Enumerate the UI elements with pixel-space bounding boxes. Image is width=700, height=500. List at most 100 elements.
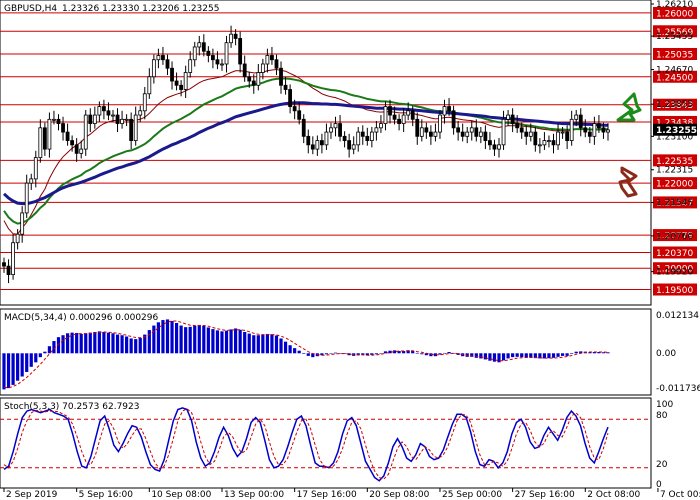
candle-body <box>469 127 474 133</box>
price-tick-label: 1.23855 <box>656 100 693 110</box>
price-level-tag <box>653 262 697 275</box>
candle-body <box>510 114 515 124</box>
macd-bar <box>152 325 156 354</box>
macd-bar <box>261 334 265 354</box>
candle-body <box>88 114 93 124</box>
candle-body <box>215 59 220 65</box>
price-level-tag <box>653 98 697 111</box>
candle-body <box>224 42 229 65</box>
macd-bar <box>211 329 215 354</box>
price-level-tag <box>653 154 697 167</box>
macd-bar <box>184 327 188 354</box>
macd-bar <box>542 353 547 359</box>
macd-bar <box>43 351 47 354</box>
candle-body <box>174 80 179 86</box>
candle-body <box>265 55 270 65</box>
price-tick-label: 1.22315 <box>656 166 693 176</box>
macd-bar <box>79 333 83 354</box>
ohlc-readout: 1.23326 1.23330 1.23206 1.23255 <box>62 4 219 14</box>
macd-bar <box>70 332 74 354</box>
macd-axis-bottom: -0.011736 <box>656 384 700 394</box>
time-tick-label: 5 Sep 16:00 <box>79 490 134 500</box>
macd-bar <box>501 353 506 361</box>
macd-bar <box>338 353 342 354</box>
candle-body <box>347 140 352 150</box>
candle-body <box>124 118 129 121</box>
candle-body <box>6 265 11 276</box>
candle-body <box>497 144 501 150</box>
candle-body <box>383 106 388 124</box>
macd-bar <box>497 353 501 363</box>
macd-bar <box>374 353 378 355</box>
candle-body <box>79 148 84 154</box>
macd-bar <box>438 353 442 355</box>
time-tick-label: 17 Sep 16:00 <box>297 490 357 500</box>
candle-body <box>519 127 524 133</box>
candle-body <box>483 131 488 141</box>
macd-bar <box>34 353 38 363</box>
candle-body <box>292 106 297 112</box>
candle-body <box>20 212 25 235</box>
macd-bar <box>229 329 233 354</box>
candle-body <box>492 144 497 150</box>
macd-bar <box>161 320 165 354</box>
candle-body <box>560 131 565 134</box>
time-tick-label: 27 Sep 16:00 <box>515 490 575 500</box>
candle-body <box>415 118 420 137</box>
macd-bar <box>565 353 569 356</box>
macd-bar <box>515 353 519 357</box>
candle-body <box>38 127 43 159</box>
candle-body <box>324 131 329 146</box>
candle-body <box>478 131 483 137</box>
macd-bar <box>506 353 510 359</box>
macd-bar <box>283 341 288 354</box>
macd-bar <box>411 351 415 354</box>
candle-body <box>406 110 411 116</box>
macd-bar <box>333 352 338 354</box>
macd-bar <box>147 330 151 354</box>
candle-body <box>451 110 456 129</box>
macd-bar <box>520 353 524 358</box>
candle-body <box>129 118 134 141</box>
macd-bar <box>474 353 478 358</box>
macd-bar <box>570 353 574 354</box>
candle-body <box>379 123 383 129</box>
candle-body <box>433 131 438 137</box>
macd-bar <box>252 335 256 354</box>
candle-body <box>587 131 592 137</box>
candle-body <box>11 242 15 276</box>
macd-bar <box>65 333 70 354</box>
macd-bar <box>220 331 224 354</box>
candle-body <box>547 140 551 142</box>
macd-bar <box>547 353 551 359</box>
candle-body <box>447 106 451 112</box>
price-level-label: 1.25569 <box>656 28 693 38</box>
candle-body <box>442 106 447 116</box>
macd-bar <box>188 326 192 354</box>
candle-body <box>524 131 529 137</box>
macd-bar <box>592 352 596 354</box>
candle-body <box>528 131 533 137</box>
candle-body <box>537 144 542 147</box>
candle-body <box>211 55 215 61</box>
macd-signal-polyline <box>3 320 609 389</box>
macd-bar <box>47 346 52 354</box>
macd-bar <box>479 353 483 359</box>
macd-bar <box>75 332 79 354</box>
price-tick-label: 1.26210 <box>656 0 693 10</box>
macd-bar <box>38 353 42 358</box>
candle-body <box>242 63 247 78</box>
macd-bar <box>524 353 528 358</box>
macd-bar <box>274 335 279 354</box>
macd-bar <box>383 351 388 354</box>
candles <box>2 25 610 284</box>
macd-bar <box>551 353 556 358</box>
price-level-label: 1.20000 <box>656 265 693 275</box>
candle-body <box>410 110 415 120</box>
macd-bar <box>533 353 537 359</box>
macd-bar <box>52 341 56 354</box>
macd-bar <box>179 325 183 354</box>
candle-body <box>351 144 356 150</box>
candle-body <box>279 67 283 86</box>
